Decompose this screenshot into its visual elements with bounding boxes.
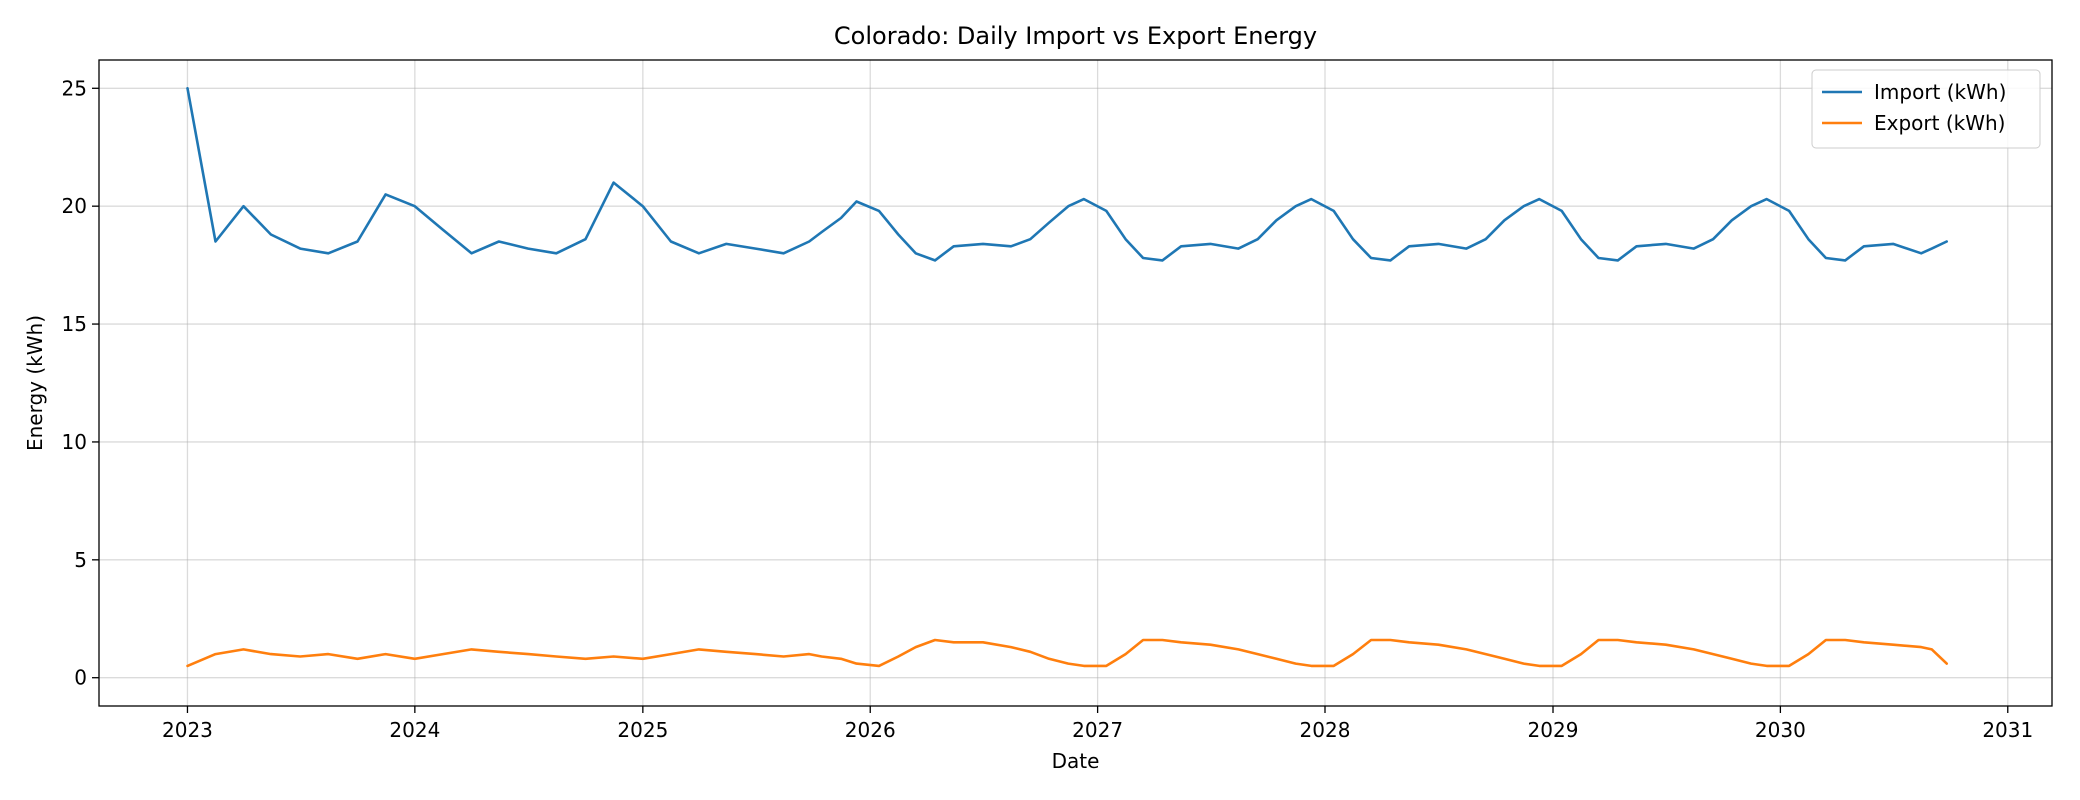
x-tick-label: 2024 (389, 718, 440, 742)
y-axis: 0 5 10 15 20 25 (62, 76, 99, 690)
chart-title: Colorado: Daily Import vs Export Energy (834, 22, 1317, 50)
x-axis-label: Date (1052, 749, 1100, 773)
y-tick-label: 15 (62, 312, 87, 336)
x-tick-label: 2027 (1072, 718, 1123, 742)
x-tick-label: 2030 (1755, 718, 1806, 742)
series-layer (186, 87, 1948, 668)
legend: Import (kWh) Export (kWh) (1811, 69, 2041, 149)
x-tick-label: 2025 (617, 718, 668, 742)
grid-lines (99, 60, 2052, 706)
x-axis: 2023 2024 2025 2026 2027 2028 2029 2030 2031 (162, 706, 2033, 742)
series-line-import (186, 87, 1948, 262)
y-axis-label: Energy (kWh) (23, 315, 47, 451)
plot-frame (98, 59, 2053, 707)
x-tick-label: 2031 (1982, 718, 2033, 742)
y-tick-label: 25 (62, 76, 87, 100)
legend-box (1811, 69, 2041, 149)
series-line-export (186, 638, 1948, 668)
y-tick-label: 10 (62, 430, 87, 454)
x-tick-label: 2028 (1300, 718, 1351, 742)
legend-label: Export (kWh) (1874, 111, 2005, 135)
y-tick-label: 20 (62, 194, 87, 218)
x-tick-label: 2023 (162, 718, 213, 742)
y-tick-label: 0 (74, 666, 87, 690)
legend-label: Import (kWh) (1874, 80, 2006, 104)
x-tick-label: 2029 (1528, 718, 1579, 742)
y-tick-label: 5 (74, 548, 87, 572)
x-tick-label: 2026 (845, 718, 896, 742)
